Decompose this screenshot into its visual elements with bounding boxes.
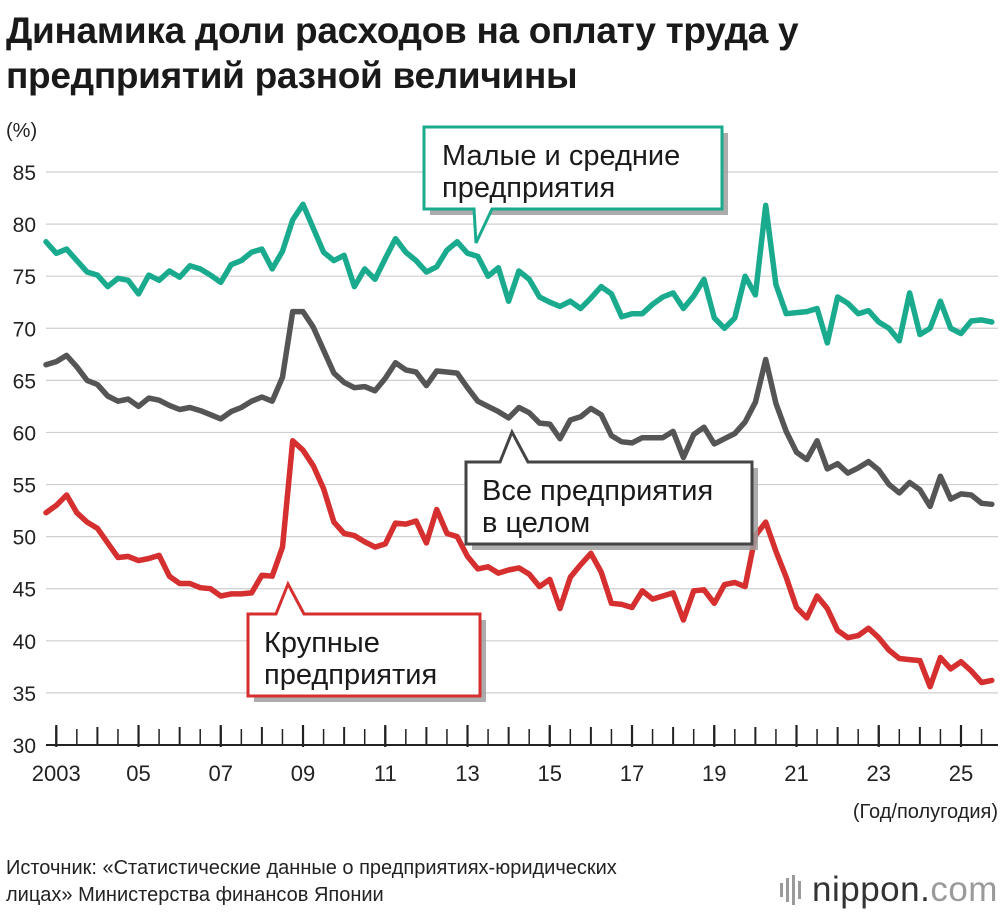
callout-label-line-2: предприятия — [442, 172, 615, 204]
x-tick-label-2003: 2003 — [32, 761, 81, 786]
logo-bars-icon — [780, 875, 801, 905]
series-line-2 — [43, 438, 995, 690]
chart-title: Динамика доли расходов на оплату труда у… — [6, 8, 906, 98]
x-tick-label-25: 25 — [949, 761, 973, 786]
y-tick-label-40: 40 — [13, 631, 36, 654]
y-tick-label-75: 75 — [13, 266, 36, 289]
x-tick-label-19: 19 — [702, 761, 726, 786]
nippon-logo: nippon.com — [780, 868, 998, 912]
chart-title-line-2: предприятий разной величины — [6, 55, 578, 96]
x-tick-label-17: 17 — [620, 761, 644, 786]
callout-label-line-2: в целом — [482, 507, 590, 539]
line-chart: 30 35 40 45 50 55 60 65 70 75 80 85 (%) 2003 05 07 09 11 1… — [6, 120, 998, 823]
x-tick-label-23: 23 — [867, 761, 891, 786]
logo-main: nippon — [812, 870, 921, 909]
x-tick-label-21: 21 — [784, 761, 808, 786]
y-tick-label-80: 80 — [13, 214, 36, 237]
callout-label-line-2: предприятия — [264, 659, 437, 691]
callout-box — [422, 125, 724, 244]
x-tick-label-15: 15 — [538, 761, 562, 786]
axis-layer: 30 35 40 45 50 55 60 65 70 75 80 85 (%) 2003 05 07 09 11 1… — [6, 120, 998, 823]
logo-suffix: com — [930, 870, 998, 909]
x-tick-label-11: 11 — [374, 761, 397, 786]
x-tick-label-09: 09 — [291, 761, 315, 786]
callout-box — [464, 428, 754, 546]
x-tick-label-05: 05 — [126, 761, 150, 786]
chart-title-line-1: Динамика доли расходов на оплату труда у — [6, 10, 799, 51]
series-line-0 — [43, 201, 995, 346]
logo-text: nippon.com — [812, 870, 998, 910]
source-line-2: лицах» Министерства финансов Японии — [6, 884, 384, 906]
series-line-1 — [43, 308, 995, 510]
callout-label-line-1: Малые и средние — [442, 140, 680, 172]
y-tick-label-35: 35 — [13, 683, 36, 706]
callout-label-line-1: Все предприятия — [482, 475, 713, 507]
x-tick-label-13: 13 — [455, 761, 479, 786]
y-tick-label-70: 70 — [13, 318, 36, 341]
y-tick-label-60: 60 — [13, 422, 36, 445]
y-tick-label-55: 55 — [13, 475, 36, 498]
series-layer — [43, 201, 995, 690]
y-tick-label-65: 65 — [13, 370, 36, 393]
source-line-1: Источник: «Статистические данные о предп… — [6, 857, 617, 879]
y-tick-label-30: 30 — [13, 735, 36, 758]
y-tick-label-45: 45 — [13, 579, 36, 602]
y-tick-label-50: 50 — [13, 527, 36, 550]
y-axis-unit: (%) — [6, 120, 37, 142]
callout-label-line-1: Крупные — [264, 627, 380, 659]
callout-box — [246, 580, 482, 698]
x-tick-label-07: 07 — [209, 761, 233, 786]
source-note: Источник: «Статистические данные о предп… — [6, 855, 766, 909]
logo-dot: . — [920, 870, 931, 909]
x-axis-unit: (Год/полугодия) — [853, 801, 998, 823]
y-tick-label-85: 85 — [13, 162, 36, 185]
grid-layer — [46, 171, 998, 694]
